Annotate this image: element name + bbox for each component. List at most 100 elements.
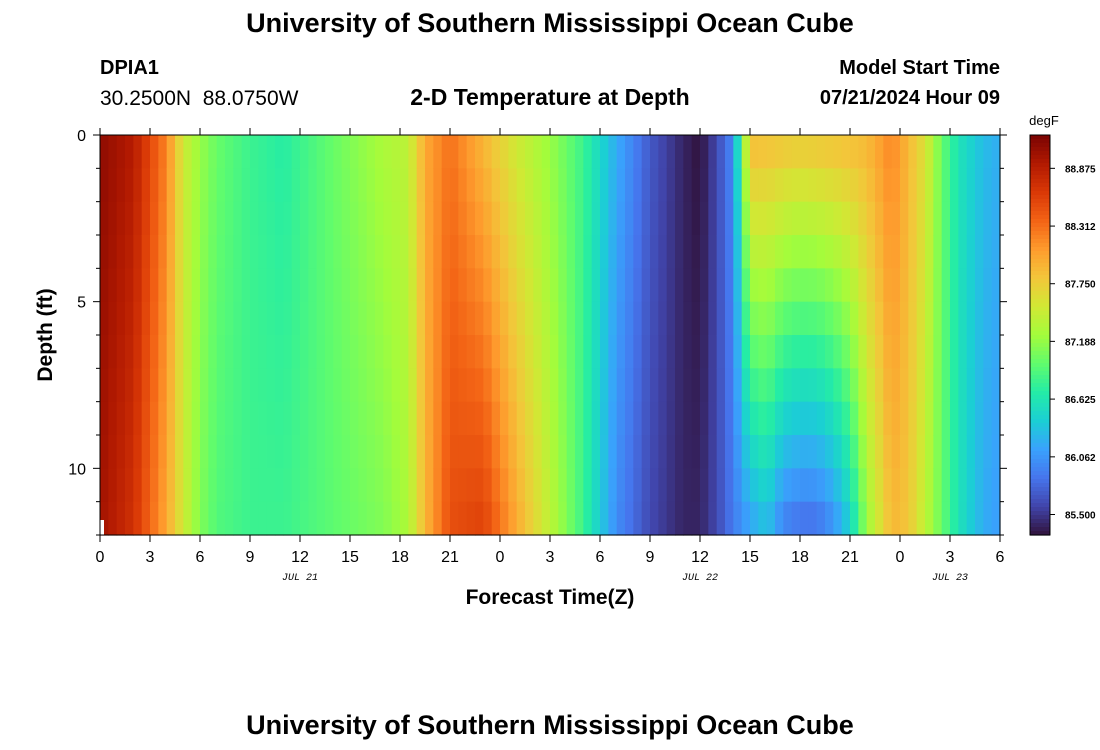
- colorbar-swatch: [1030, 427, 1050, 432]
- heatmap-cell: [691, 435, 701, 469]
- heatmap-cell: [725, 335, 734, 369]
- heatmap-cell: [466, 435, 476, 469]
- x-tick-label: 12: [291, 549, 309, 566]
- colorbar-swatch: [1030, 167, 1050, 172]
- colorbar-tick-label: 86.062: [1065, 453, 1096, 464]
- heatmap-cell: [191, 335, 201, 369]
- heatmap-cell: [916, 335, 926, 369]
- heatmap-cell: [716, 335, 726, 369]
- heatmap-cell: [516, 301, 526, 336]
- heatmap-cell: [991, 168, 1001, 203]
- heatmap-cell: [833, 501, 843, 536]
- heatmap-cell: [575, 268, 584, 303]
- heatmap-cell: [108, 268, 118, 303]
- heatmap-cell: [225, 468, 234, 503]
- heatmap-cell: [891, 401, 901, 436]
- heatmap-cell: [625, 401, 634, 436]
- heatmap-cell: [691, 368, 701, 403]
- heatmap-cell: [275, 435, 284, 469]
- heatmap-cell: [666, 468, 676, 503]
- heatmap-cell: [550, 135, 559, 169]
- heatmap-cell: [750, 468, 759, 503]
- heatmap-cell: [725, 435, 734, 469]
- heatmap-cell: [458, 168, 468, 203]
- heatmap-cell: [158, 435, 168, 469]
- heatmap-cell: [475, 435, 484, 469]
- heatmap-cell: [833, 435, 843, 469]
- heatmap-cell: [425, 268, 434, 303]
- heatmap-cell: [658, 135, 668, 169]
- heatmap-cell: [750, 435, 759, 469]
- colorbar-swatch: [1030, 359, 1050, 364]
- heatmap-cell: [733, 335, 743, 369]
- heatmap-cell: [800, 435, 809, 469]
- colorbar-swatch: [1030, 371, 1050, 376]
- colorbar-swatch: [1030, 479, 1050, 484]
- heatmap-cell: [900, 235, 909, 269]
- heatmap-cell: [750, 135, 759, 169]
- heatmap-cell: [250, 168, 259, 203]
- heatmap-cell: [483, 135, 493, 169]
- heatmap-cell: [475, 235, 484, 269]
- heatmap-cell: [975, 301, 984, 336]
- heatmap-cell: [516, 435, 526, 469]
- page-title: University of Southern Mississippi Ocean…: [246, 8, 854, 38]
- heatmap-cell: [208, 201, 218, 236]
- colorbar-swatch: [1030, 251, 1050, 256]
- heatmap-cell: [333, 401, 343, 436]
- heatmap-cell: [866, 401, 876, 436]
- heatmap-cell: [383, 201, 393, 236]
- heatmap-cell: [575, 335, 584, 369]
- heatmap-cell: [733, 135, 743, 169]
- x-tick-label: 3: [546, 549, 555, 566]
- heatmap-cell: [566, 268, 576, 303]
- heatmap-cell: [441, 401, 451, 436]
- heatmap-cell: [883, 468, 893, 503]
- heatmap-cell: [766, 435, 776, 469]
- heatmap-cell: [658, 301, 668, 336]
- heatmap-cell: [908, 135, 918, 169]
- heatmap-cell: [316, 501, 326, 536]
- heatmap-cell: [858, 435, 868, 469]
- heatmap-cell: [808, 135, 818, 169]
- heatmap-cell: [100, 301, 109, 336]
- heatmap-cell: [166, 301, 176, 336]
- heatmap-cell: [791, 468, 801, 503]
- heatmap-cell: [683, 301, 693, 336]
- heatmap-cell: [675, 168, 684, 203]
- heatmap-cell: [233, 135, 243, 169]
- colorbar-swatch: [1030, 503, 1050, 508]
- heatmap-cell: [641, 435, 651, 469]
- heatmap-cell: [666, 401, 676, 436]
- heatmap-cell: [866, 468, 876, 503]
- heatmap-cell: [216, 468, 226, 503]
- heatmap-cell: [758, 201, 768, 236]
- heatmap-cell: [991, 268, 1001, 303]
- heatmap-cell: [291, 435, 301, 469]
- station-coordinates: 30.2500N 88.0750W: [100, 87, 299, 110]
- heatmap-cell: [141, 301, 151, 336]
- heatmap-cell: [558, 301, 568, 336]
- heatmap-cell: [975, 268, 984, 303]
- heatmap-cell: [908, 435, 918, 469]
- heatmap-cell: [550, 435, 559, 469]
- heatmap-cell: [425, 168, 434, 203]
- heatmap-cell: [191, 168, 201, 203]
- heatmap-cell: [841, 435, 851, 469]
- heatmap-cell: [375, 135, 384, 169]
- heatmap-cell: [600, 135, 609, 169]
- heatmap-cell: [475, 268, 484, 303]
- heatmap-cell: [541, 168, 551, 203]
- heatmap-cell: [433, 435, 443, 469]
- heatmap-cell: [258, 135, 268, 169]
- heatmap-cell: [641, 268, 651, 303]
- heatmap-cell: [683, 268, 693, 303]
- heatmap-cell: [516, 335, 526, 369]
- heatmap-cell: [966, 135, 976, 169]
- heatmap-cell: [308, 168, 318, 203]
- heatmap-cell: [600, 201, 609, 236]
- heatmap-cell: [250, 301, 259, 336]
- heatmap-cell: [358, 135, 368, 169]
- heatmap-cell: [283, 201, 293, 236]
- heatmap-cell: [283, 168, 293, 203]
